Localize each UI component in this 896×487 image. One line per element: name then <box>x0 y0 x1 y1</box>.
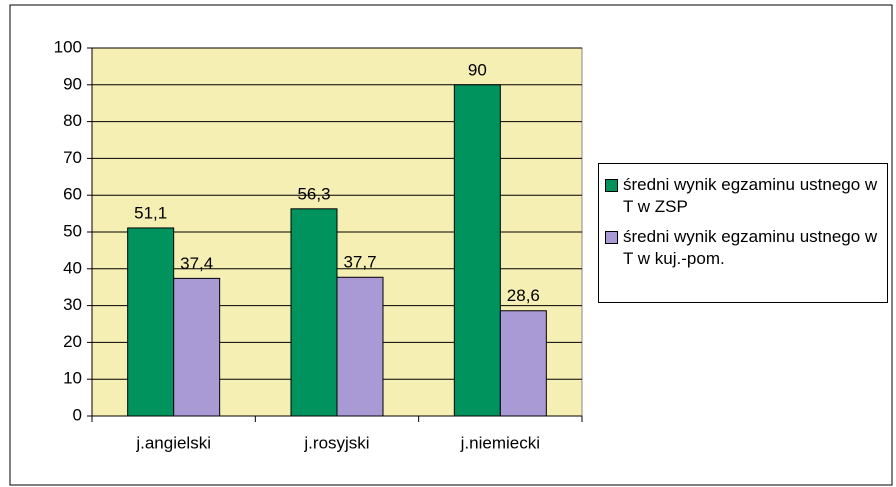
y-tick-label: 30 <box>63 295 82 314</box>
legend-swatch <box>605 231 618 244</box>
legend-swatch <box>605 179 618 192</box>
bar <box>453 84 501 417</box>
legend-item: średni wynik egzaminu ustnego w T w ZSP <box>605 174 881 218</box>
legend-label: średni wynik egzaminu ustnego w T w ZSP <box>623 175 878 216</box>
y-tick-label: 90 <box>63 74 82 93</box>
value-label: 56,3 <box>297 184 330 203</box>
value-label: 90 <box>468 60 487 79</box>
bar <box>499 310 547 417</box>
bar <box>336 276 384 417</box>
x-tick-label: j.rosyjski <box>303 433 369 452</box>
bar <box>173 277 221 417</box>
y-tick-label: 50 <box>63 221 82 240</box>
bar <box>290 208 338 417</box>
legend-label: średni wynik egzaminu ustnego w T w kuj.… <box>623 227 878 268</box>
y-tick-label: 80 <box>63 111 82 130</box>
y-tick-label: 100 <box>54 37 82 56</box>
y-tick-label: 40 <box>63 258 82 277</box>
value-label: 37,4 <box>180 254 213 273</box>
legend: średni wynik egzaminu ustnego w T w ZSP ś… <box>598 163 888 303</box>
y-tick-label: 20 <box>63 332 82 351</box>
y-tick-label: 60 <box>63 185 82 204</box>
legend-item: średni wynik egzaminu ustnego w T w kuj.… <box>605 226 881 270</box>
x-tick-label: j.angielski <box>135 433 211 452</box>
y-tick-label: 0 <box>73 405 82 424</box>
y-tick-label: 10 <box>63 369 82 388</box>
value-label: 28,6 <box>507 286 540 305</box>
value-label: 37,7 <box>343 253 376 272</box>
value-label: 51,1 <box>134 203 167 222</box>
y-tick-label: 70 <box>63 148 82 167</box>
bar <box>127 227 175 417</box>
x-tick-label: j.niemiecki <box>460 433 540 452</box>
